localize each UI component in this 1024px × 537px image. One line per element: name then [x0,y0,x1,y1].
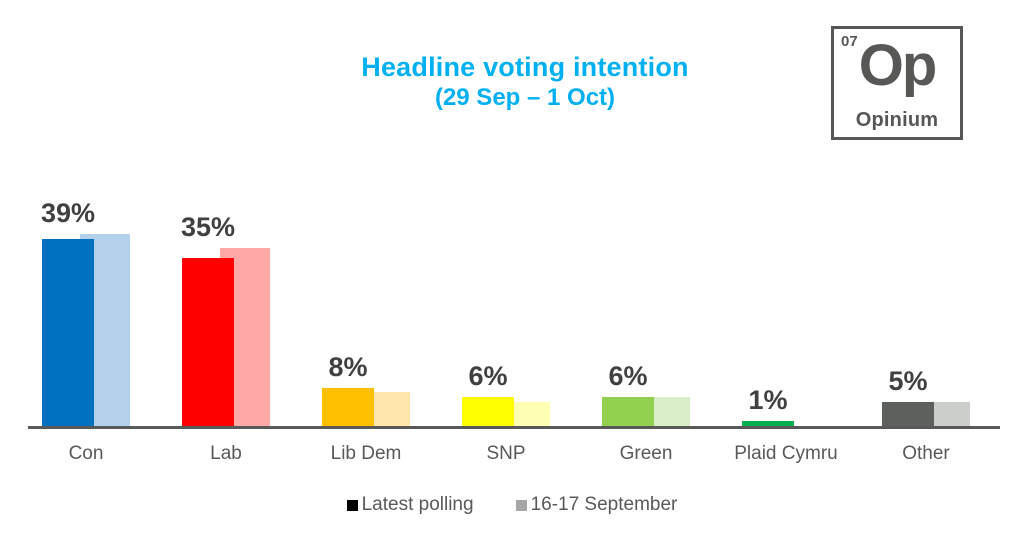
value-label-lab: 35% [180,212,236,242]
chart-legend: Latest polling 16-17 September [0,494,1024,516]
category-label-plaid-cymru: Plaid Cymru [734,443,838,464]
bar-latest-green [602,397,654,426]
bar-chart-plot-area: 39% 35% 8% 6% 6% 1% 5% [41,0,970,426]
legend-item-latest-polling: Latest polling [346,494,474,516]
opinium-logo: 07 Op Opinium [831,26,963,140]
bar-latest-lib-dem [322,388,374,426]
category-label-con: Con [68,443,104,464]
category-label-lib-dem: Lib Dem [330,443,402,464]
category-label-snp: SNP [486,443,526,464]
opinium-logo-number: 07 [841,33,858,50]
chart-title-block: Headline voting intention (29 Sep – 1 Oc… [180,52,870,112]
bar-group-plaid-cymru: 1% [742,0,830,426]
bar-latest-lab [182,258,234,426]
bar-latest-plaid-cymru [742,421,794,426]
value-label-green: 6% [608,361,648,391]
legend-label-previous-poll: 16-17 September [530,494,678,515]
bar-group-con: 39% [41,0,130,426]
bar-latest-con [42,239,94,426]
chart-subtitle: (29 Sep – 1 Oct) [434,83,616,111]
value-label-plaid-cymru: 1% [748,385,788,415]
bar-group-lab: 35% [181,0,270,426]
legend-item-previous-poll: 16-17 September [515,494,678,516]
bar-group-green: 6% [602,0,690,426]
legend-swatch-previous-poll [515,499,527,511]
bar-latest-snp [462,397,514,426]
opinium-logo-name: Opinium [855,109,939,131]
category-label-green: Green [619,443,673,464]
category-label-other: Other [902,443,950,464]
value-label-other: 5% [888,366,928,396]
value-label-con: 39% [40,198,96,228]
value-label-lib-dem: 8% [328,352,368,382]
opinium-logo-symbol: Op [858,33,938,98]
bar-latest-other [882,402,934,426]
legend-label-latest-polling: Latest polling [361,494,474,515]
category-label-lab: Lab [210,443,242,464]
chart-title: Headline voting intention [361,52,689,82]
bar-group-snp: 6% [462,0,550,426]
bar-group-other: 5% [882,0,970,426]
bar-group-lib-dem: 8% [322,0,410,426]
value-label-snp: 6% [468,361,508,391]
x-axis-line [28,426,1000,429]
legend-swatch-latest-polling [346,499,358,511]
